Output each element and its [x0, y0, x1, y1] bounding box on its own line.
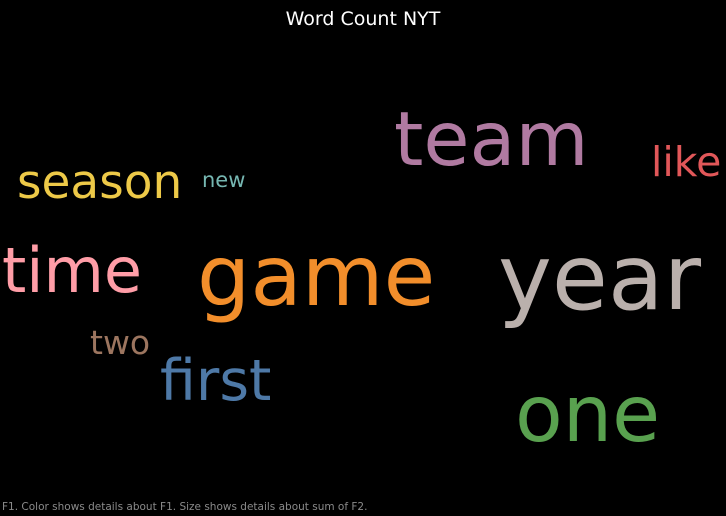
word-year[interactable]: year [498, 226, 702, 331]
chart-caption: F1. Color shows details about F1. Size s… [2, 501, 368, 513]
word-season[interactable]: season [17, 155, 183, 210]
chart-title: Word Count NYT [285, 8, 441, 30]
word-one[interactable]: one [515, 370, 661, 460]
word-time[interactable]: time [2, 234, 143, 307]
word-like[interactable]: like [651, 138, 722, 186]
word-first[interactable]: first [160, 348, 272, 414]
word-game[interactable]: game [197, 227, 436, 325]
word-new[interactable]: new [202, 168, 246, 192]
word-team[interactable]: team [394, 95, 589, 183]
word-two[interactable]: two [90, 323, 151, 362]
